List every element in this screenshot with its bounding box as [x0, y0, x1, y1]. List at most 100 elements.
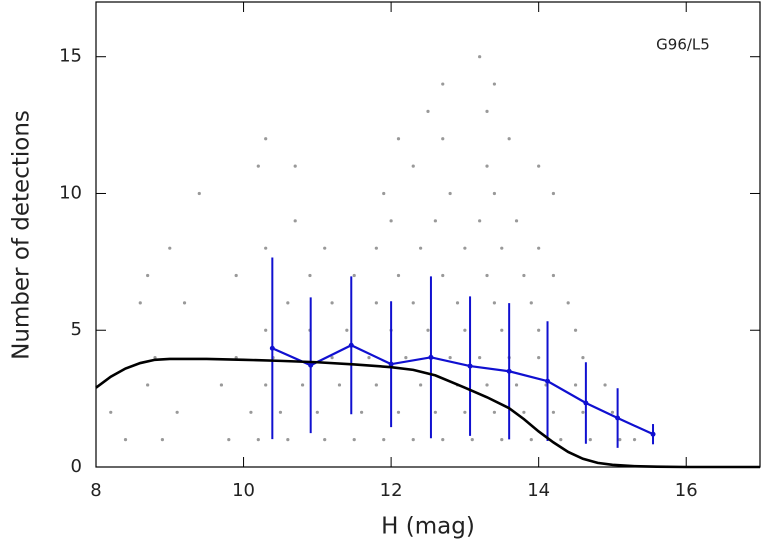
scatter-point [360, 410, 364, 414]
scatter-point [485, 164, 489, 168]
scatter-point [618, 438, 622, 442]
scatter-point [551, 273, 556, 278]
scatter-point [448, 355, 452, 360]
scatter-point [603, 383, 607, 387]
scatter-point [433, 219, 437, 223]
scatter-point [537, 355, 541, 360]
scatter-point [411, 301, 415, 305]
scatter-point [352, 438, 356, 442]
scatter-point [197, 191, 201, 196]
y-tick-label: 10 [59, 182, 82, 203]
scatter-point [300, 383, 305, 387]
x-tick-label: 10 [232, 480, 255, 501]
scatter-point [153, 355, 157, 360]
scatter-point [478, 219, 482, 223]
scatter-point [293, 164, 297, 168]
mean-line [271, 344, 654, 436]
scatter-point [256, 164, 260, 168]
scatter-point [374, 246, 378, 250]
y-tick-label: 15 [59, 46, 82, 67]
scatter-point [581, 355, 585, 360]
x-tick-label: 16 [675, 480, 698, 501]
scatter-point [492, 82, 496, 86]
mean-point [388, 361, 394, 367]
scatter-point [492, 301, 496, 305]
scatter-point [485, 273, 489, 278]
scatter-point [286, 438, 290, 442]
x-tick-label: 8 [90, 480, 101, 501]
y-tick-label: 5 [71, 319, 82, 340]
scatter-point [507, 137, 511, 141]
scatter-point [441, 273, 445, 278]
scatter-point [138, 301, 142, 305]
scatter-point [264, 383, 268, 387]
scatter-point [404, 355, 408, 360]
scatter-point [249, 410, 253, 414]
scatter-point [485, 383, 489, 387]
scatter-point [441, 438, 445, 442]
scatter-point [426, 109, 430, 114]
scatter-point [264, 328, 268, 332]
mean-point [506, 368, 512, 374]
mean-point [583, 400, 589, 406]
scatter-point [227, 438, 231, 442]
scatter-point [109, 410, 113, 414]
plot-frame [95, 1, 761, 468]
scatter-point [522, 410, 526, 414]
scatter-point [293, 219, 297, 223]
scatter-point [478, 355, 482, 360]
scatter-point [433, 410, 437, 414]
scatter-point [463, 328, 467, 332]
scatter-point [529, 438, 533, 442]
scatter-point [219, 383, 224, 387]
scatter-point [374, 383, 378, 387]
scatter-point [323, 246, 327, 250]
scatter-point [573, 383, 578, 387]
scatter-point [492, 410, 496, 414]
scatter-point [500, 328, 504, 332]
scatter-point [492, 191, 496, 196]
scatter-point [632, 438, 637, 442]
scatter-point [396, 410, 401, 414]
scatter-point [441, 137, 445, 141]
scatter-point [610, 410, 615, 414]
scatter-point [448, 191, 452, 196]
scatter-point [345, 328, 349, 332]
scatter-point [264, 137, 268, 141]
scatter-point [485, 109, 489, 114]
scatter-point [426, 328, 430, 332]
scatter-point [470, 438, 474, 442]
scatter-point [514, 383, 519, 387]
mean-point [308, 362, 314, 368]
scatter-point [441, 82, 445, 86]
scatter-point [168, 246, 172, 250]
scatter-point [382, 191, 386, 196]
scatter-point [160, 438, 164, 442]
scatter-point [323, 438, 327, 442]
mean-point [545, 378, 551, 384]
scatter-point [286, 301, 290, 305]
scatter-point [330, 301, 334, 305]
scatter-point [123, 438, 128, 442]
scatter-point [559, 438, 563, 442]
annotation: G96/L5 [656, 36, 710, 54]
mean-point [348, 342, 354, 348]
scatter-point [182, 301, 187, 305]
scatter-point [551, 191, 556, 196]
mean-point [650, 431, 656, 437]
scatter-point [352, 273, 356, 278]
scatter-point [419, 383, 423, 387]
scatter-point [315, 410, 319, 414]
scatter-point [514, 219, 519, 223]
scatter-point [367, 355, 371, 360]
scatter-point [389, 219, 393, 223]
x-axis-label: H (mag) [381, 514, 475, 540]
scatter-point [278, 410, 283, 414]
scatter-point [146, 383, 150, 387]
scatter-point [455, 301, 460, 305]
scatter-point [337, 383, 342, 387]
x-tick-label: 12 [380, 480, 403, 501]
scatter-point [478, 55, 482, 59]
scatter-point [463, 246, 467, 250]
